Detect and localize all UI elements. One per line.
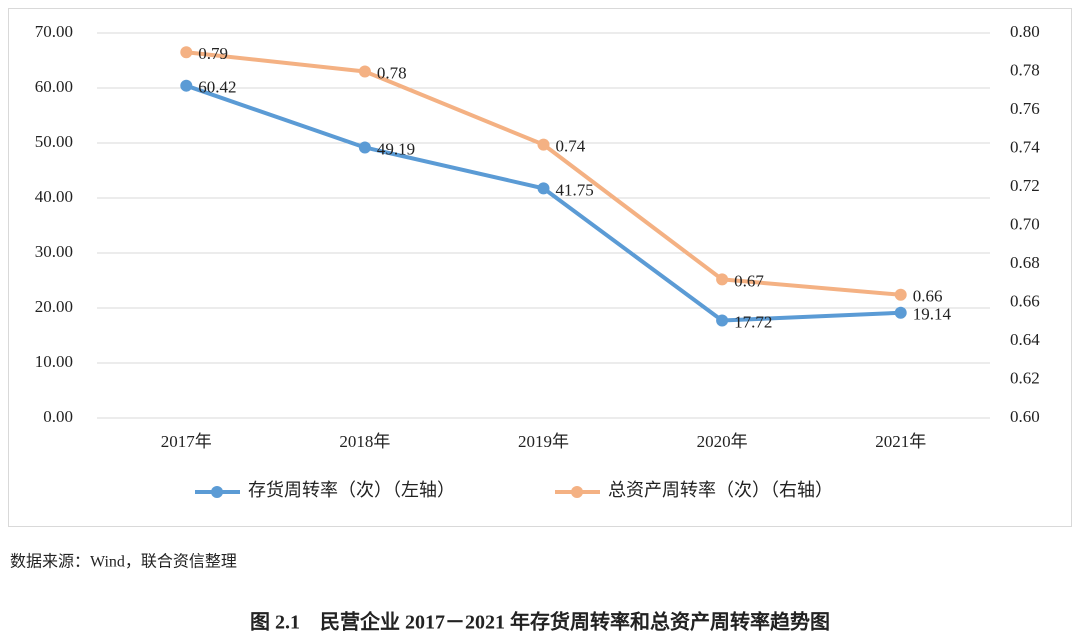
y-tick-label: 20.00 bbox=[35, 297, 73, 316]
data-label: 41.75 bbox=[556, 180, 594, 199]
legend-label: 存货周转率（次）（左轴） bbox=[248, 480, 455, 500]
data-label: 0.67 bbox=[734, 271, 764, 290]
data-label: 49.19 bbox=[377, 139, 415, 158]
y-tick-label: 70.00 bbox=[35, 22, 73, 41]
data-label: 60.42 bbox=[198, 78, 236, 97]
legend-marker bbox=[211, 486, 223, 498]
source-note: 数据来源：Wind，联合资信整理 bbox=[10, 553, 237, 571]
y2-tick-label: 0.76 bbox=[1010, 99, 1040, 118]
point bbox=[358, 65, 371, 78]
point bbox=[537, 138, 550, 151]
y-tick-label: 10.00 bbox=[35, 352, 73, 371]
point bbox=[894, 306, 907, 319]
y2-tick-label: 0.68 bbox=[1010, 253, 1040, 272]
data-label: 19.14 bbox=[913, 305, 952, 324]
legend-marker bbox=[571, 486, 583, 498]
figure-caption: 图 2.1 民营企业 2017－2021 年存货周转率和总资产周转率趋势图 bbox=[250, 610, 830, 634]
x-tick-label: 2020年 bbox=[697, 432, 748, 451]
y-tick-label: 40.00 bbox=[35, 187, 73, 206]
y-tick-label: 60.00 bbox=[35, 77, 73, 96]
y-tick-label: 0.00 bbox=[43, 407, 73, 426]
y2-tick-label: 0.66 bbox=[1010, 291, 1040, 310]
data-label: 17.72 bbox=[734, 312, 772, 331]
x-tick-label: 2018年 bbox=[339, 432, 390, 451]
data-label: 0.74 bbox=[556, 137, 586, 156]
point bbox=[716, 314, 729, 327]
y2-tick-label: 0.72 bbox=[1010, 176, 1040, 195]
y2-tick-label: 0.64 bbox=[1010, 330, 1040, 349]
series-line bbox=[186, 50, 901, 297]
y2-tick-label: 0.70 bbox=[1010, 214, 1040, 233]
x-tick-label: 2021年 bbox=[875, 432, 926, 451]
y2-tick-label: 0.62 bbox=[1010, 368, 1040, 387]
data-label: 0.79 bbox=[198, 44, 228, 63]
x-tick-label: 2019年 bbox=[518, 432, 569, 451]
point bbox=[180, 79, 193, 92]
point bbox=[537, 182, 550, 195]
y2-tick-label: 0.60 bbox=[1010, 407, 1040, 426]
x-tick-label: 2017年 bbox=[161, 432, 212, 451]
point bbox=[894, 288, 907, 301]
legend-label: 总资产周转率（次）（右轴） bbox=[608, 480, 833, 500]
point bbox=[180, 46, 193, 59]
chart-border bbox=[8, 8, 1072, 527]
data-label: 0.78 bbox=[377, 63, 407, 82]
data-label: 0.66 bbox=[913, 287, 943, 306]
y2-tick-label: 0.80 bbox=[1010, 22, 1040, 41]
y-tick-label: 30.00 bbox=[35, 242, 73, 261]
y2-tick-label: 0.74 bbox=[1010, 137, 1040, 156]
y-tick-label: 50.00 bbox=[35, 132, 73, 151]
point bbox=[358, 141, 371, 154]
y2-tick-label: 0.78 bbox=[1010, 60, 1040, 79]
point bbox=[716, 273, 729, 286]
